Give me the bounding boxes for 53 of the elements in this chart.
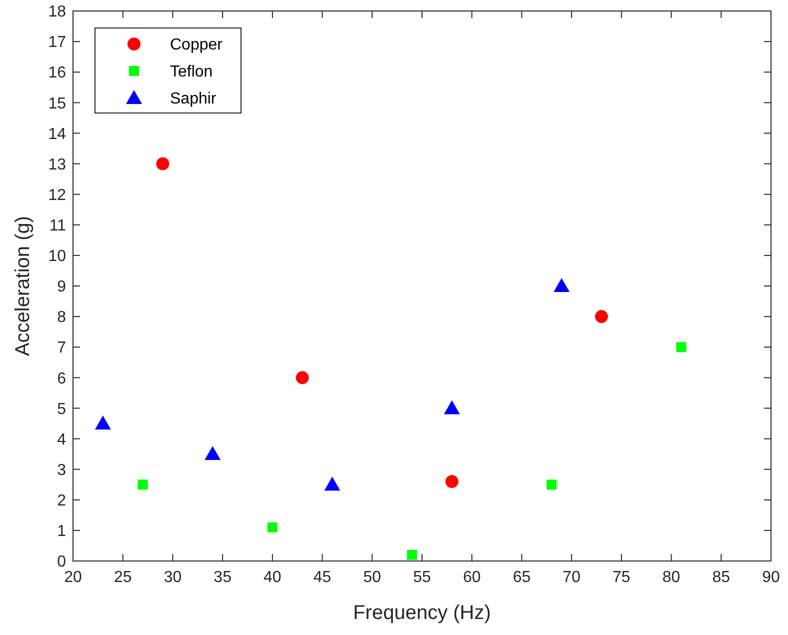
- y-tick-label: 5: [57, 400, 66, 418]
- x-tick-label: 55: [413, 569, 431, 586]
- x-axis-title: Frequency (Hz): [353, 602, 491, 624]
- x-tick-label: 85: [712, 569, 730, 586]
- y-tick-label: 13: [48, 156, 66, 174]
- x-tick-label: 20: [64, 569, 82, 586]
- y-tick-label: 11: [49, 217, 66, 234]
- point: [138, 480, 148, 490]
- y-tick-label: 7: [57, 340, 66, 357]
- point: [267, 522, 278, 532]
- y-tick-label: 15: [48, 95, 66, 112]
- y-tick-label: 1: [57, 523, 66, 540]
- y-tick-label: 8: [57, 309, 66, 326]
- y-tick-label: 14: [48, 126, 66, 143]
- point: [554, 278, 570, 292]
- x-tick-label: 90: [762, 569, 780, 586]
- x-tick-label: 25: [114, 569, 132, 586]
- x-tick-label: 60: [462, 569, 481, 586]
- y-tick-label: 3: [57, 462, 66, 479]
- legend-label: Copper: [170, 36, 224, 54]
- point: [594, 310, 608, 324]
- x-tick-label: 70: [562, 569, 581, 586]
- point: [407, 550, 418, 560]
- point: [156, 157, 170, 170]
- y-tick-label: 18: [48, 4, 66, 21]
- x-tick-label: 45: [313, 569, 332, 586]
- x-tick-label: 65: [512, 569, 531, 586]
- y-tick-label: 0: [57, 554, 66, 571]
- x-tick-label: 35: [214, 569, 232, 586]
- y-tick-label: 12: [48, 186, 66, 204]
- y-tick-label: 17: [48, 34, 66, 52]
- legend-label: Teflon: [170, 64, 213, 81]
- y-tick-label: 4: [57, 431, 66, 448]
- y-tick-label: 2: [57, 492, 66, 510]
- y-tick-label: 6: [57, 370, 66, 388]
- x-tick-label: 75: [612, 569, 630, 586]
- x-tick-label: 40: [264, 569, 282, 586]
- legend-label: Saphir: [170, 90, 217, 108]
- y-axis-title: Acceleration (g): [12, 216, 34, 356]
- y-tick-label: 10: [48, 248, 66, 266]
- point: [94, 416, 111, 430]
- x-tick-label: 30: [164, 569, 182, 586]
- y-tick-label: 16: [48, 64, 66, 82]
- x-tick-label: 80: [662, 569, 680, 586]
- point: [324, 476, 340, 491]
- point: [204, 446, 221, 460]
- point: [445, 475, 458, 488]
- point: [296, 371, 309, 384]
- point: [676, 342, 686, 352]
- y-tick-label: 9: [57, 278, 66, 296]
- point: [444, 400, 460, 414]
- point: [546, 480, 557, 490]
- x-tick-label: 50: [363, 569, 382, 586]
